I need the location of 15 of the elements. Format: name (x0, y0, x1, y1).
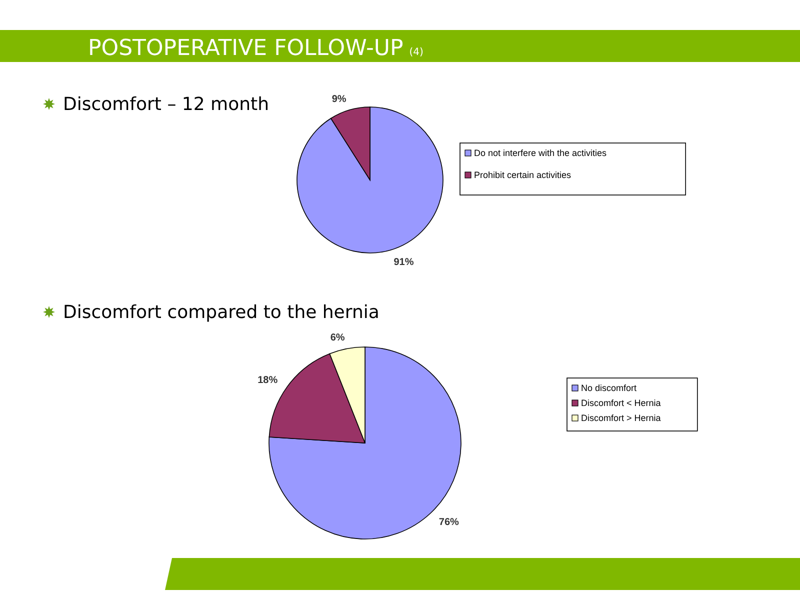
chart-title: Discomfort compared to the hernia (63, 302, 380, 323)
text: (4) (409, 47, 424, 58)
legend-label: Prohibit certain activities (474, 170, 572, 180)
pie-slice (296, 106, 444, 254)
legend-label: No discomfort (581, 383, 638, 394)
data-label: 6% (330, 332, 345, 344)
text: POSTOPERATIVE FOLLOW-UP (88, 36, 404, 61)
legend-label: Discomfort < Hernia (581, 398, 661, 408)
data-label: 9% (332, 94, 346, 105)
data-label: 91% (394, 257, 414, 268)
legend-label: Discomfort > Hernia (581, 413, 661, 424)
legend-label: Do not interfere with the activities (474, 148, 608, 158)
data-label: 76% (438, 517, 460, 528)
data-label: 18% (258, 375, 278, 386)
chart-title: Discomfort – 12 month (63, 94, 269, 115)
